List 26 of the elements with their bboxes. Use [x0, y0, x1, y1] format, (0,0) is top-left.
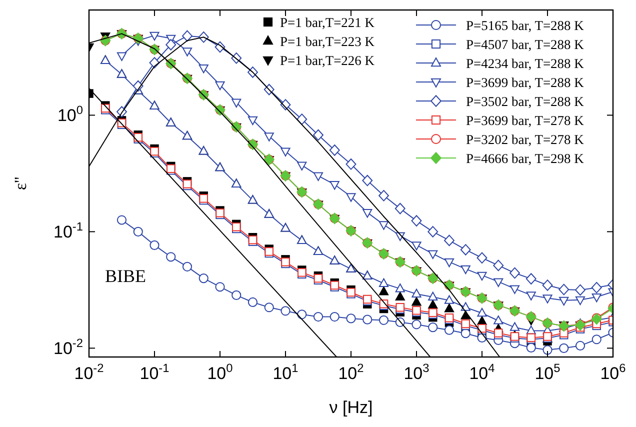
legend-label: P=1 bar,T=221 K — [280, 15, 375, 30]
legend-label: P=3699 bar, T=288 K — [466, 75, 584, 90]
x-tick-label: 10$^{-2}$ — [74, 361, 104, 383]
x-axis-title: ν [Hz] — [329, 398, 373, 417]
x-tick-label: 10$^{3}$ — [404, 361, 430, 383]
y-tick-label: 10$^{0}$ — [57, 103, 84, 126]
x-tick-label: 10$^{4}$ — [469, 361, 496, 383]
legend-label: P=3202 bar, T=278 K — [466, 132, 584, 147]
legend-label: P=4507 bar, T=288 K — [466, 37, 584, 52]
x-tick-label: 10$^{1}$ — [272, 361, 299, 383]
x-tick-label: 10$^{5}$ — [534, 361, 561, 383]
legend-label: P=4234 bar, T=288 K — [466, 56, 584, 71]
y-tick-label: 10$^{-1}$ — [54, 220, 84, 242]
legend-label: P=3699 bar, T=278 K — [466, 113, 584, 128]
x-tick-label: 10$^{2}$ — [338, 361, 364, 383]
annotation: BIBE — [105, 266, 146, 286]
legend-label: P=1 bar,T=226 K — [280, 53, 375, 68]
x-tick-label: 10$^{0}$ — [207, 361, 234, 383]
legend-label: P=5165 bar, T=288 K — [466, 18, 584, 33]
legend-label: P=3502 bar, T=288 K — [466, 94, 584, 109]
x-tick-label: 10$^{-1}$ — [140, 361, 170, 383]
legend-label: P=1 bar,T=223 K — [280, 34, 375, 49]
legend-label: P=4666 bar, T=298 K — [466, 151, 584, 166]
y-tick-label: 10$^{-2}$ — [54, 336, 84, 358]
y-axis-title: ε'' — [11, 176, 30, 190]
x-tick-label: 10$^{6}$ — [600, 361, 626, 383]
